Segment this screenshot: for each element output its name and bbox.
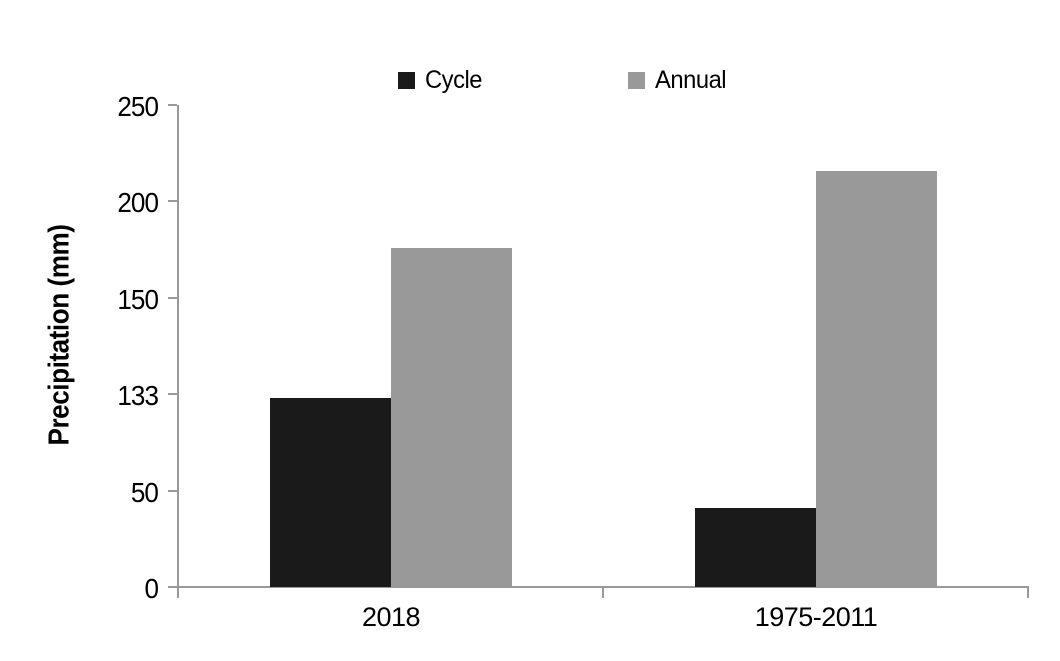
x-category-label: 2018 (361, 602, 421, 632)
y-tick-label: 133 (117, 380, 159, 411)
chart-legend: Cycle Annual (0, 0, 1060, 100)
legend-label: Cycle (425, 65, 483, 94)
bar-cycle-1975-2011 (695, 508, 816, 587)
legend-item-annual: Annual (628, 66, 730, 94)
y-axis-tick (168, 297, 177, 299)
y-axis-tick (168, 393, 177, 395)
bar-annual-2018 (391, 248, 512, 587)
y-tick-label: 250 (117, 91, 159, 122)
bar-cycle-2018 (270, 398, 391, 587)
y-axis-tick (168, 586, 177, 588)
legend-label: Annual (655, 65, 727, 94)
y-tick-label: 200 (117, 187, 159, 218)
x-axis-tick (177, 588, 179, 598)
legend-item-cycle: Cycle (398, 66, 485, 94)
x-axis-line (177, 586, 1029, 588)
x-axis-tick (1027, 588, 1029, 598)
y-tick-label: 150 (117, 284, 159, 315)
bar-annual-1975-2011 (816, 171, 937, 587)
legend-swatch-icon (628, 71, 645, 89)
x-axis-tick (602, 588, 604, 598)
y-tick-label: 0 (144, 573, 158, 604)
y-axis-line (177, 105, 179, 587)
y-tick-label: 50 (130, 477, 159, 508)
y-axis-tick (168, 200, 177, 202)
legend-swatch-icon (398, 71, 415, 89)
y-axis-tick (168, 490, 177, 492)
x-category-label: 1975-2011 (754, 602, 878, 632)
y-axis-title: Precipitation (mm) (43, 224, 76, 446)
y-axis-tick (168, 104, 177, 106)
plot-area: 0 50 133 150 200 250 2018 1975-2011 (117, 93, 1029, 632)
